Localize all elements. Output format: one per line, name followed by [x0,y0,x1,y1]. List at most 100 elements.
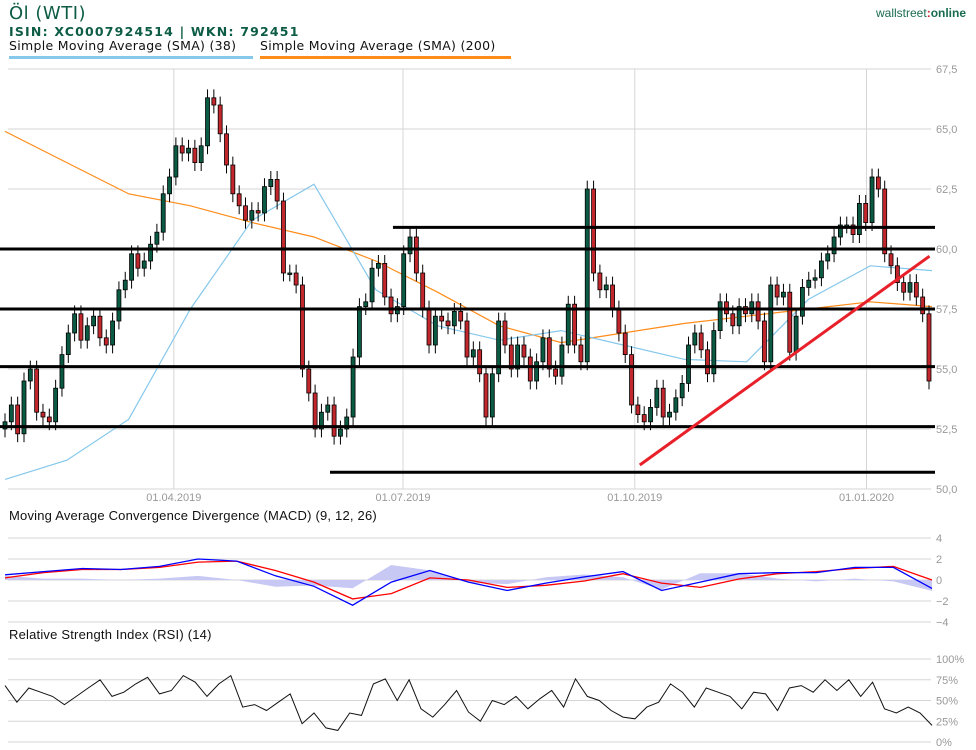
candle-up [654,387,660,408]
macd-axis-label: 0 [936,575,942,587]
candle-down [572,303,577,346]
candle-up [584,188,590,363]
legend-sma38: Simple Moving Average (SMA) (38) [9,38,253,59]
candle-down [508,344,514,370]
candle-down [597,272,603,291]
candle-down [236,193,242,207]
candle-down [698,332,704,351]
candle-down [774,284,780,298]
candle-up [869,176,875,223]
candle-down [293,272,299,286]
candle-up [167,176,172,195]
candle-down [913,282,919,298]
candle-down [641,414,647,423]
candle-up [325,404,331,413]
candle-down [192,147,198,163]
candle-up [344,416,350,430]
candle-up [432,315,438,346]
candle-up [319,411,324,430]
candle-down [875,176,881,190]
candle-down [179,145,185,154]
candle-down [458,310,464,322]
logo-right: online [930,6,967,20]
candle-up [515,344,521,370]
candle-up [768,284,774,363]
candle-down [464,320,470,358]
macd-title: Moving Average Convergence Divergence (M… [9,508,377,523]
candle-down [850,224,856,235]
candle-up [160,193,166,233]
candle-down [103,337,109,346]
candle-down [97,315,103,339]
candle-down [926,313,932,382]
candle-down [882,188,888,255]
macd-line [4,558,933,606]
candle-up [711,330,717,375]
candle-up [205,97,210,147]
candle-up [565,303,571,346]
candle-down [382,262,388,298]
candle-up [154,231,160,245]
price-axis-label: 60,0 [936,244,957,256]
candle-down [331,404,337,437]
candle-down [622,332,628,356]
candle-down [553,368,559,377]
date-axis-label: 01.10.2019 [607,492,662,504]
candle-up [648,406,653,423]
candle-down [660,387,666,418]
candle-up [831,236,837,255]
candle-up [907,282,913,293]
candle-up [451,310,457,327]
macd-axis-label: −4 [936,617,949,629]
candle-up [819,260,824,279]
rsi-line [4,674,933,731]
candle-up [110,320,115,346]
price-axis-label: 62,5 [936,184,957,196]
candle-down [920,296,926,315]
candle-up [825,253,831,262]
price-axis-label: 65,0 [936,124,957,136]
candle-up [65,332,71,356]
rsi-title: Relative Strength Index (RSI) (14) [9,627,212,642]
candle-down [34,368,40,413]
candle-up [534,361,540,382]
candle-up [249,210,255,221]
candle-up [812,277,818,281]
candle-down [135,253,141,269]
price-axis-label: 67,5 [936,64,957,76]
price-axis-label: 50,0 [936,484,957,496]
candle-down [426,308,432,346]
rsi-axis-label: 25% [936,716,958,728]
candle-down [281,200,286,274]
macd-axis-label: −2 [936,596,949,608]
candle-up [603,284,609,291]
candle-down [445,320,451,327]
candle-down [894,265,900,283]
candle-up [692,332,698,346]
sma200-line [4,130,933,344]
candle-down [15,404,21,435]
candle-up [262,186,267,214]
candle-down [762,320,767,363]
trend-line [638,254,931,467]
candle-up [489,373,495,418]
candle-down [730,313,736,327]
candle-down [312,392,318,430]
candle-up [407,236,413,255]
candle-up [806,279,812,288]
candle-down [46,416,52,423]
rsi-axis-label: 100% [936,654,964,666]
candle-up [667,411,672,418]
candle-up [148,243,153,262]
candle-up [679,382,685,399]
candle-up [496,320,502,375]
candle-down [300,284,305,370]
candle-down [420,272,426,310]
candle-down [901,282,907,293]
candle-up [363,301,369,307]
candle-up [8,404,14,423]
candle-down [787,291,793,353]
candle-down [888,253,894,267]
date-axis-label: 01.01.2020 [839,492,894,504]
candle-down [217,104,223,135]
